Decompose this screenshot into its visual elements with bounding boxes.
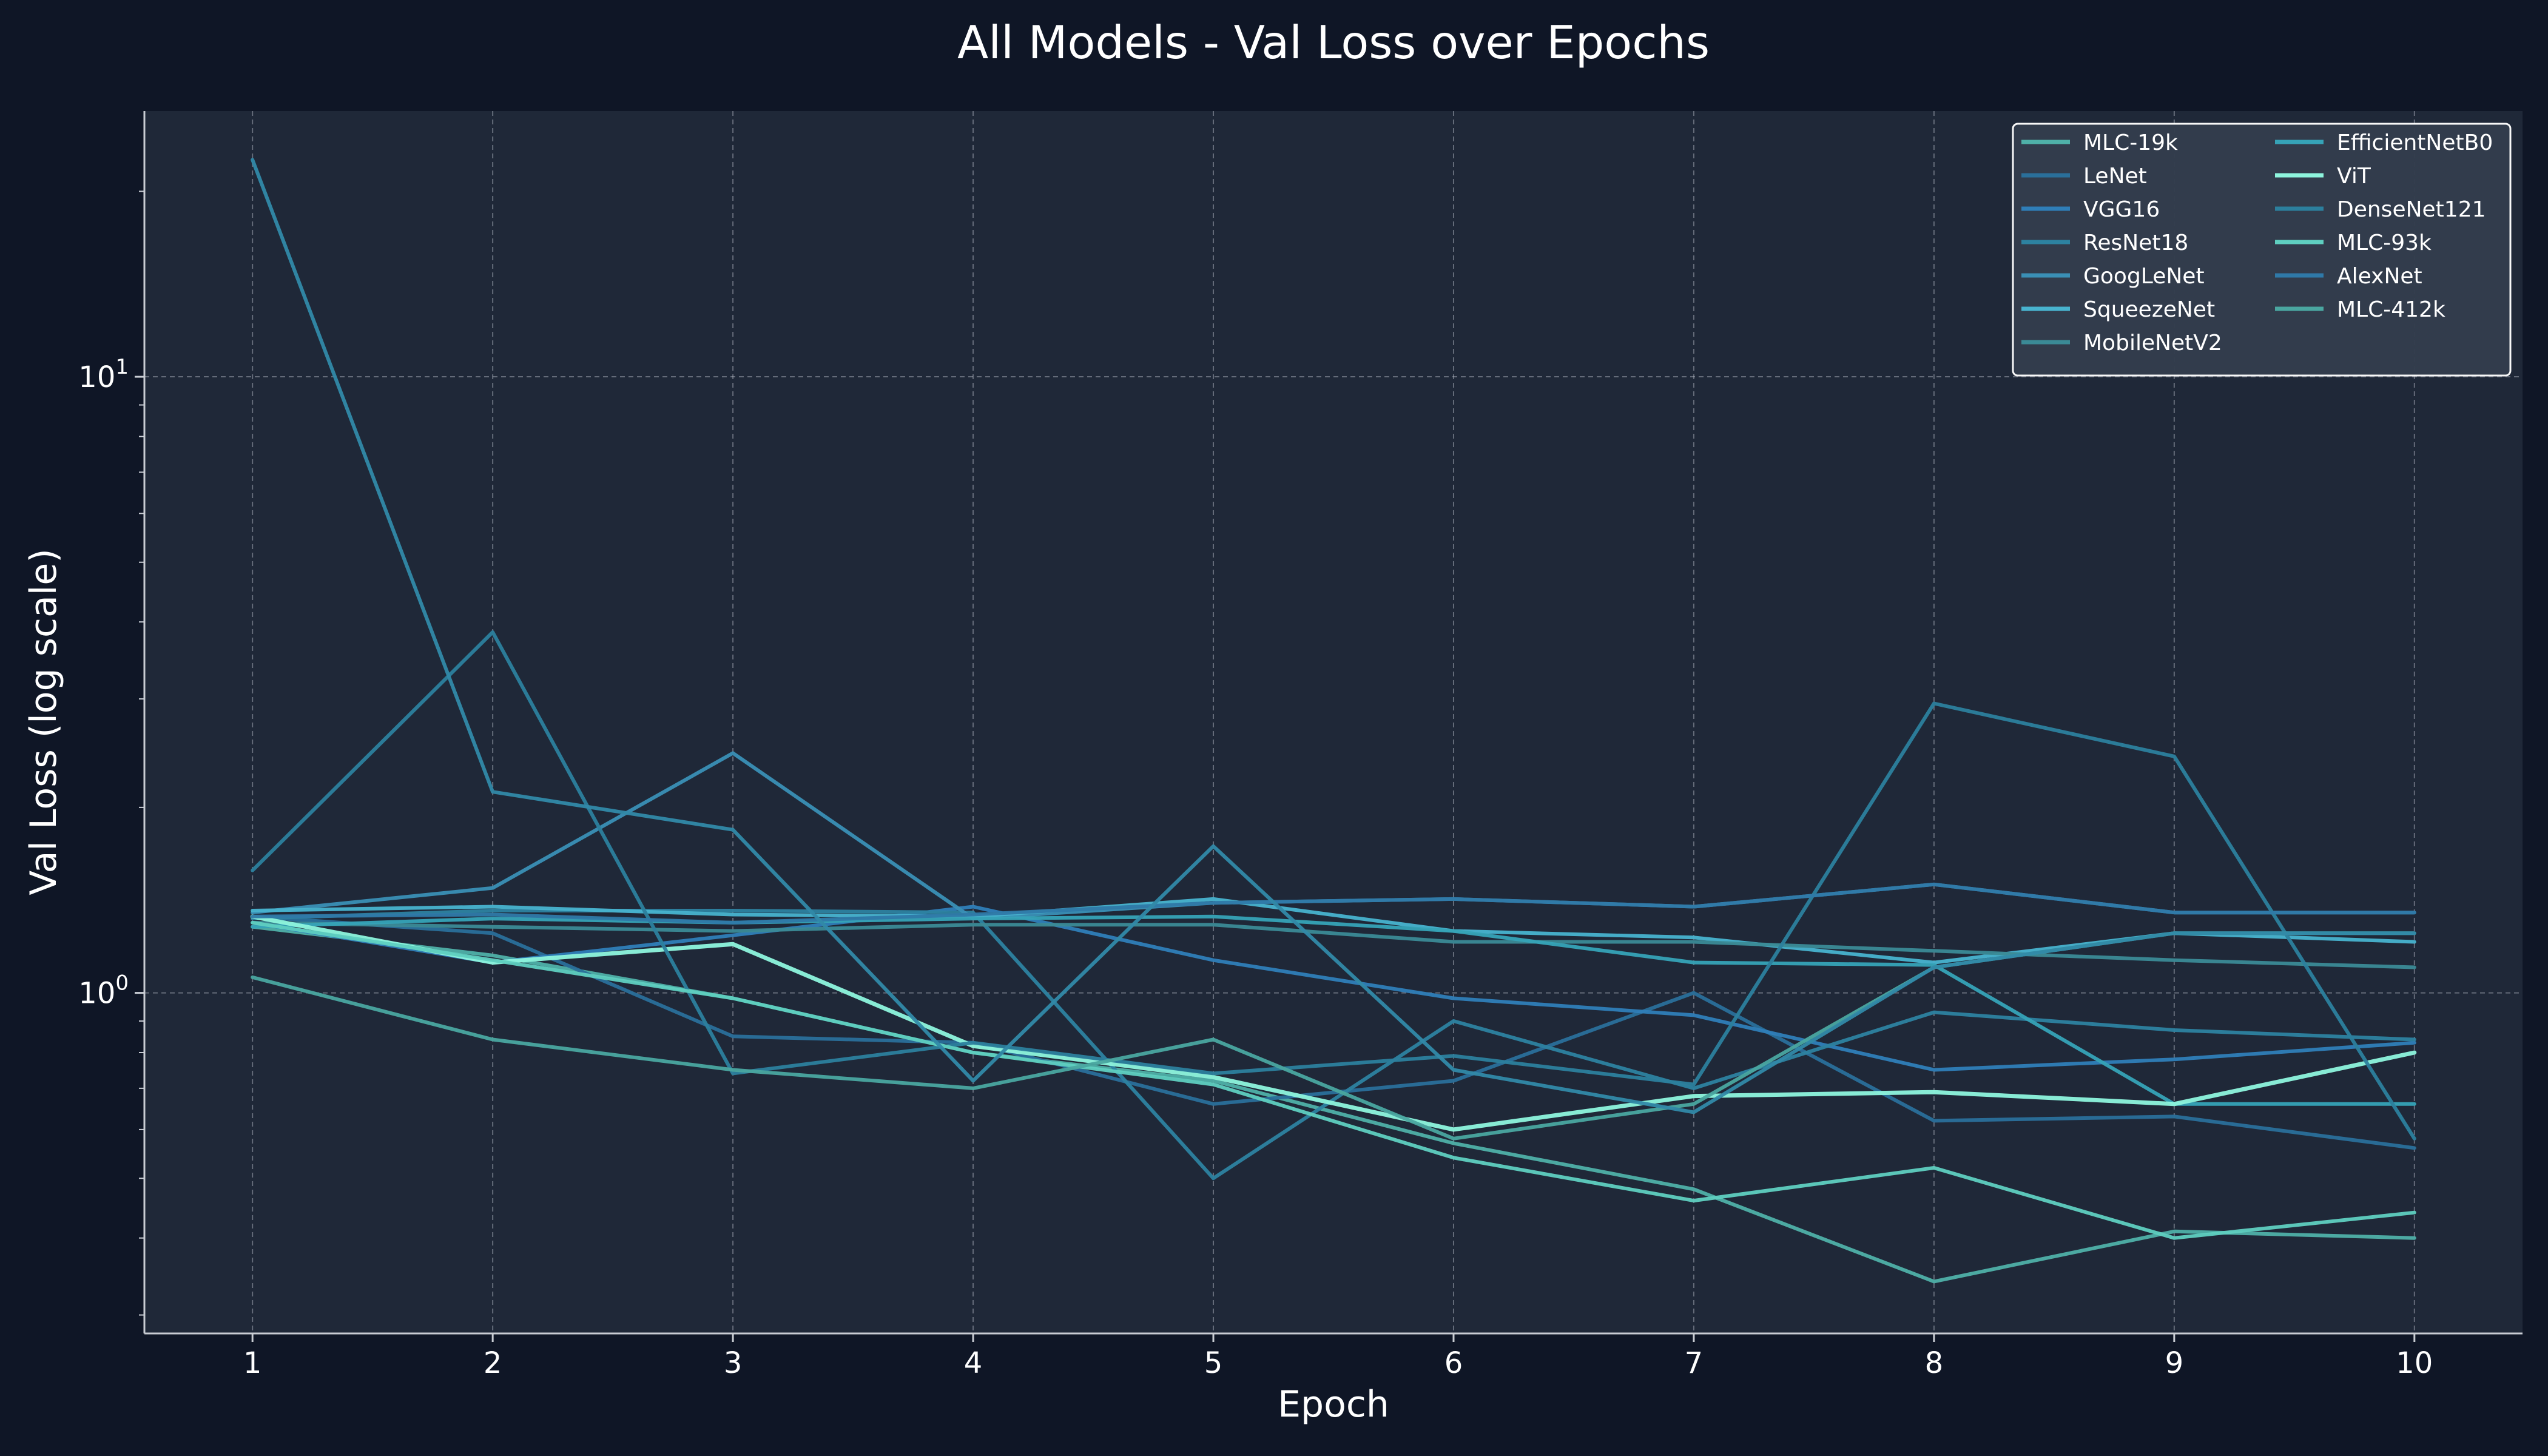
x-tick-label: 4 bbox=[964, 1346, 983, 1380]
grid bbox=[144, 111, 2523, 1333]
x-tick-label: 8 bbox=[1925, 1346, 1944, 1380]
chart-title: All Models - Val Loss over Epochs bbox=[957, 16, 1710, 69]
series-line-mobilenetv2 bbox=[251, 920, 2416, 969]
y-axis-label: Val Loss (log scale) bbox=[22, 548, 65, 895]
legend-label: MLC-19k bbox=[2083, 130, 2178, 155]
x-tick-label: 7 bbox=[1685, 1346, 1704, 1380]
legend: MLC-19k LeNet VGG16 ResNet18 GoogLeNet Squeez… bbox=[2012, 123, 2512, 377]
legend-label: DenseNet121 bbox=[2337, 197, 2486, 222]
legend-label: ResNet18 bbox=[2083, 231, 2188, 255]
series-line-efficientnetb0 bbox=[251, 914, 2416, 1106]
series-line-mlc-93k bbox=[251, 920, 2416, 1240]
series-lines bbox=[250, 158, 2417, 1284]
legend-label: EfficientNetB0 bbox=[2337, 130, 2493, 155]
legend-label: MobileNetV2 bbox=[2083, 331, 2222, 356]
x-tick-label: 6 bbox=[1444, 1346, 1463, 1380]
series-line-lenet bbox=[251, 914, 2416, 1150]
x-axis-label: Epoch bbox=[1278, 1383, 1389, 1426]
series-line-alexnet bbox=[251, 882, 2416, 925]
legend-label: VGG16 bbox=[2083, 197, 2160, 222]
legend-label: SqueezeNet bbox=[2083, 297, 2215, 322]
legend-label: MLC-412k bbox=[2337, 297, 2445, 322]
x-tick-label: 9 bbox=[2165, 1346, 2184, 1380]
x-tick-label: 5 bbox=[1204, 1346, 1223, 1380]
x-tick-label: 2 bbox=[484, 1346, 502, 1380]
legend-label: GoogLeNet bbox=[2083, 264, 2205, 289]
legend-label: ViT bbox=[2337, 164, 2371, 189]
legend-label: LeNet bbox=[2083, 164, 2147, 189]
series-line-vit bbox=[250, 914, 2417, 1132]
legend-label: AlexNet bbox=[2337, 264, 2422, 289]
series-line-extra-13 bbox=[251, 158, 2416, 1114]
series-line-densenet121 bbox=[251, 630, 2416, 1141]
ticks: 1 2 3 4 5 6 7 8 9 10 100 101 bbox=[78, 190, 2433, 1380]
x-tick-label: 1 bbox=[243, 1346, 262, 1380]
series-line-squeezenet bbox=[251, 897, 2416, 965]
series-line-mlc-19k bbox=[251, 925, 2416, 1284]
legend-label: MLC-93k bbox=[2337, 231, 2432, 255]
legend-box bbox=[2012, 123, 2512, 377]
y-tick-label: 100 bbox=[78, 971, 129, 1011]
y-tick-label: 101 bbox=[78, 355, 129, 394]
x-tick-label: 3 bbox=[724, 1346, 743, 1380]
x-tick-label: 10 bbox=[2396, 1346, 2433, 1380]
series-line-vgg16 bbox=[251, 905, 2416, 1072]
